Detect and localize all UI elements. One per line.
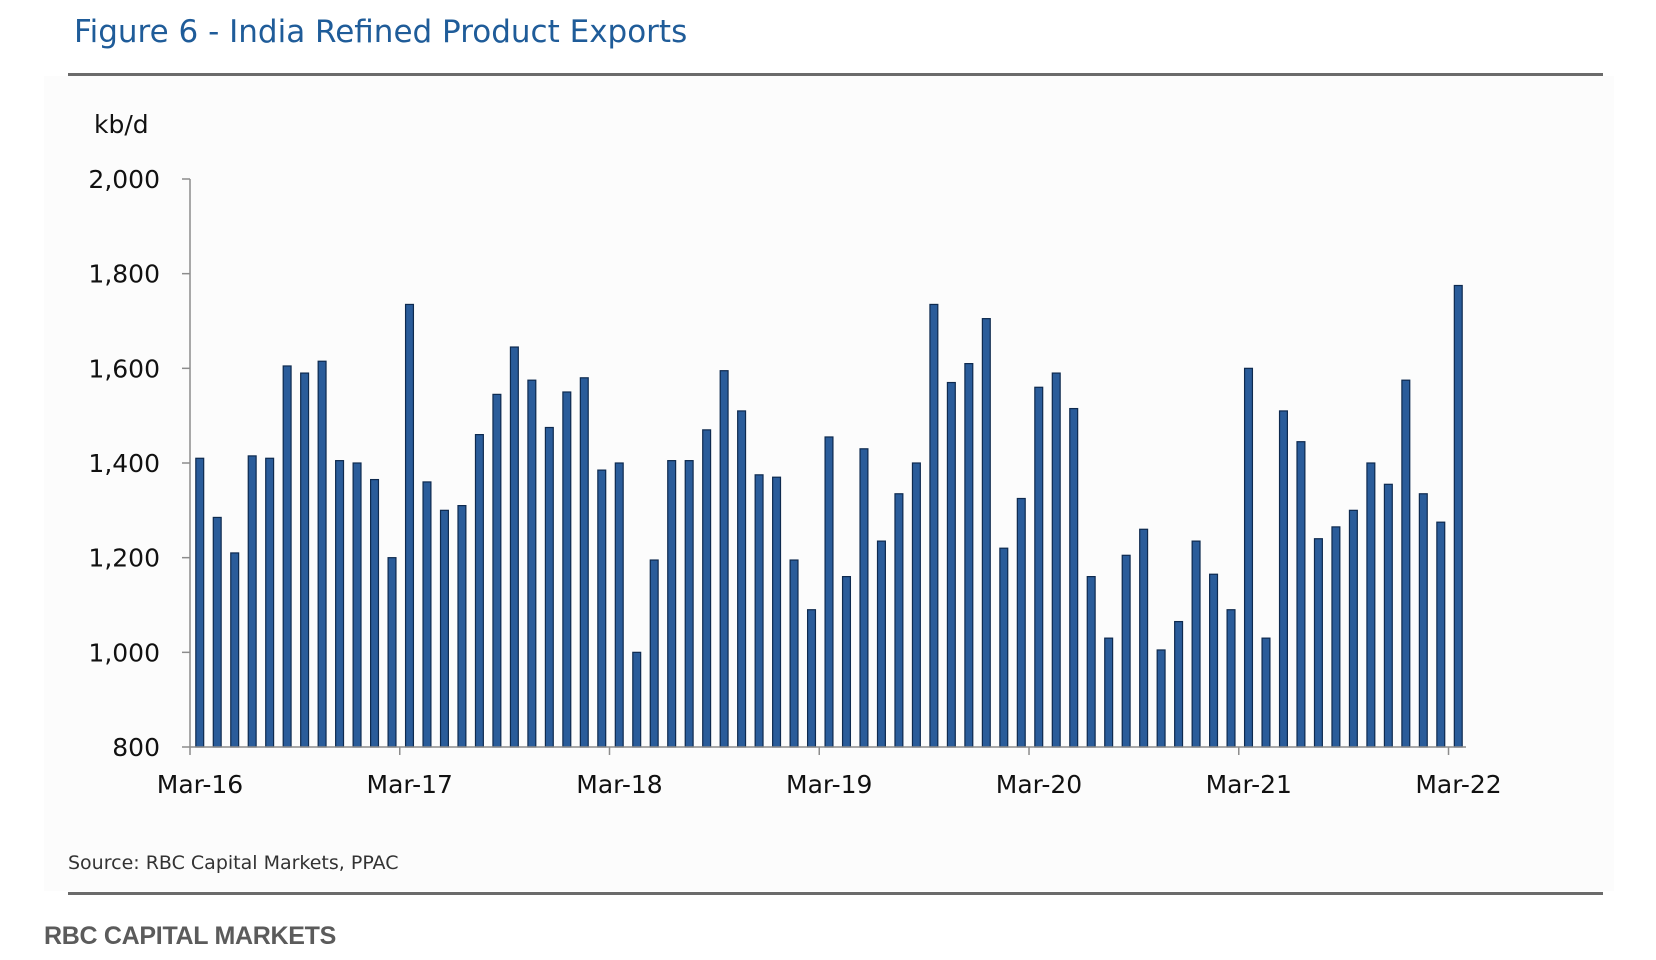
bar-Aug-16	[282, 365, 292, 748]
y-tick-label: 1,600	[88, 354, 160, 383]
bar-Dec-19	[981, 318, 991, 748]
brand-wordmark: RBC CAPITAL MARKETS	[44, 922, 336, 950]
bar-May-17	[439, 509, 449, 748]
axes	[182, 178, 1466, 755]
bar-Apr-21	[1261, 637, 1271, 748]
bar-Sep-19	[929, 303, 939, 748]
y-tick-labels: 800 1,000 1,200 1,400 1,600 1,800 2,000	[88, 165, 160, 762]
chart-panel: kb/d 800 1,000 1,200 1,400 1,600 1,800 2,000 M…	[44, 76, 1614, 891]
bar-Jul-20	[1104, 637, 1114, 748]
bar-Jan-22	[1418, 493, 1428, 748]
bar-Oct-16	[317, 360, 327, 748]
bar-May-18	[649, 559, 659, 748]
bar-Oct-21	[1366, 462, 1376, 748]
bar-May-20	[1069, 407, 1079, 748]
bar-Feb-22	[1436, 521, 1446, 748]
bar-Aug-17	[492, 393, 502, 748]
y-tick-label: 2,000	[88, 165, 160, 194]
bar-Sep-17	[509, 346, 519, 748]
bar-Mar-18	[614, 462, 624, 748]
y-tick-label: 1,000	[88, 638, 160, 667]
bar-Apr-17	[422, 481, 432, 748]
bar-Nov-21	[1383, 483, 1393, 748]
bar-Feb-20	[1016, 497, 1026, 748]
bar-Jun-16	[247, 455, 257, 748]
x-tick-label: Mar-18	[576, 770, 662, 799]
bar-Feb-17	[387, 557, 397, 748]
bar-Dec-18	[772, 476, 782, 748]
bar-May-19	[859, 448, 869, 748]
bar-Feb-19	[806, 609, 817, 748]
bar-Jul-16	[265, 457, 275, 748]
x-tick-label: Mar-22	[1415, 770, 1501, 799]
y-tick-label: 800	[112, 733, 160, 762]
bar-Sep-20	[1139, 528, 1149, 748]
bar-Nov-18	[754, 474, 764, 748]
x-tick-label: Mar-19	[786, 770, 872, 799]
bar-Jun-20	[1086, 576, 1096, 748]
source-note: Source: RBC Capital Markets, PPAC	[68, 852, 399, 874]
bar-Sep-21	[1348, 509, 1358, 748]
bar-Aug-21	[1331, 526, 1341, 748]
x-tick-label: Mar-16	[157, 770, 243, 799]
bar-Jun-19	[876, 540, 886, 748]
bar-Nov-16	[335, 460, 345, 748]
bar-Mar-19	[824, 436, 834, 748]
bar-May-16	[230, 552, 240, 748]
bar-Dec-16	[352, 462, 362, 748]
top-divider	[68, 73, 1603, 76]
bar-Jun-21	[1296, 441, 1306, 748]
bar-chart: kb/d 800 1,000 1,200 1,400 1,600 1,800 2,000 M…	[88, 110, 1502, 799]
bar-Aug-19	[911, 462, 921, 748]
bar-Jan-20	[999, 547, 1009, 748]
bar-Dec-17	[562, 391, 572, 748]
bar-Apr-16	[212, 516, 222, 748]
bar-Oct-20	[1156, 649, 1166, 748]
bar-Jul-19	[894, 493, 904, 748]
bar-Aug-20	[1121, 554, 1131, 748]
bar-Feb-18	[597, 469, 607, 748]
bar-Jul-21	[1313, 538, 1323, 748]
bar-Apr-18	[632, 651, 642, 748]
bar-May-21	[1278, 410, 1289, 748]
x-tick-label: Mar-21	[1206, 770, 1292, 799]
bar-Jun-17	[457, 505, 467, 748]
bar-Jul-17	[474, 434, 484, 748]
bar-Jan-18	[579, 377, 589, 748]
bar-Oct-17	[527, 379, 537, 748]
x-tick-labels: Mar-16 Mar-17 Mar-18 Mar-19 Mar-20 Mar-21 Mar-…	[157, 770, 1502, 799]
bar-Mar-17	[404, 303, 415, 748]
bar-Jan-21	[1209, 573, 1219, 748]
y-tick-label: 1,400	[88, 449, 160, 478]
bar-Jul-18	[684, 460, 694, 748]
bar-Dec-21	[1401, 379, 1411, 748]
bar-Nov-20	[1174, 620, 1184, 748]
bar-Mar-20	[1034, 386, 1044, 748]
bar-Sep-18	[719, 370, 729, 748]
y-axis-unit-label: kb/d	[94, 110, 149, 139]
y-tick-label: 1,800	[88, 260, 160, 289]
bar-Jun-18	[667, 460, 677, 748]
bar-Apr-19	[841, 576, 852, 748]
bar-Oct-18	[737, 410, 747, 748]
bar-Oct-19	[946, 381, 956, 748]
bar-Nov-17	[544, 426, 554, 748]
bar-Dec-20	[1191, 540, 1201, 748]
bar-Aug-18	[702, 429, 712, 748]
chart-title: Figure 6 - India Refined Product Exports	[74, 14, 688, 50]
bar-series	[195, 284, 1463, 748]
bottom-divider	[68, 892, 1603, 895]
bar-Mar-16	[195, 457, 205, 748]
x-tick-label: Mar-17	[367, 770, 453, 799]
bar-Mar-22	[1453, 284, 1463, 748]
bar-Apr-20	[1051, 372, 1061, 748]
bar-Mar-21	[1243, 367, 1254, 748]
x-tick-label: Mar-20	[996, 770, 1082, 799]
bar-Feb-21	[1226, 609, 1236, 748]
bar-Jan-19	[789, 559, 799, 748]
bar-Nov-19	[964, 363, 974, 748]
bar-Jan-17	[370, 478, 380, 748]
y-tick-label: 1,200	[88, 544, 160, 573]
bar-Sep-16	[300, 372, 310, 748]
